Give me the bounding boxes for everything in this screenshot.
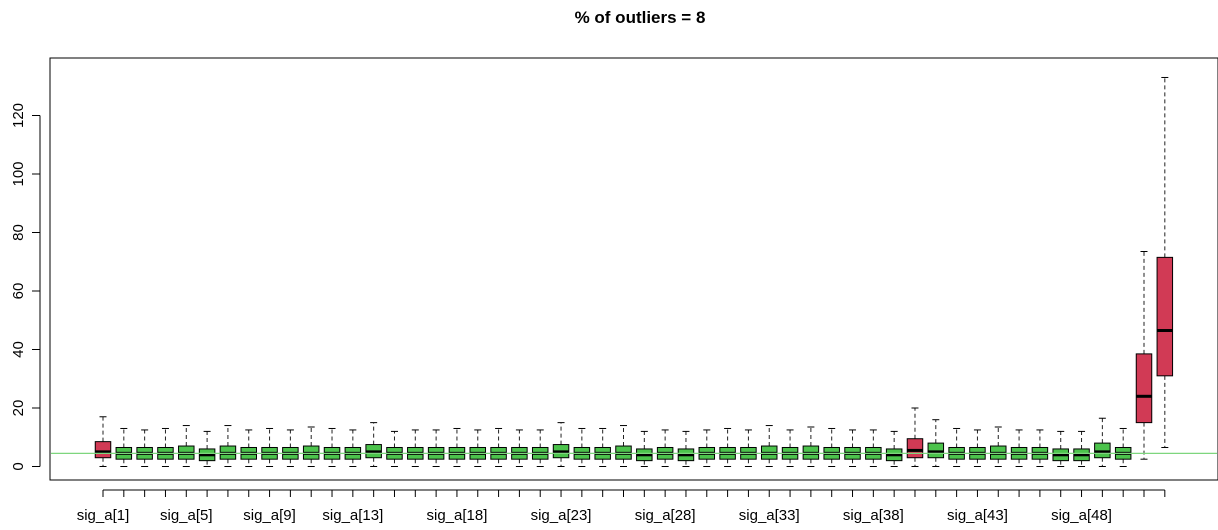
box-plot-25: [594, 427, 611, 467]
box-plot-14: [365, 422, 382, 467]
box-plot-48: [1073, 430, 1090, 467]
y-tick-label: 40: [10, 341, 27, 358]
box-plot-45: [1010, 429, 1028, 467]
box-plot-27: [636, 430, 653, 467]
y-tick-label: 0: [10, 462, 27, 470]
box-plot-26: [615, 425, 632, 467]
box-plot-49: [1094, 417, 1111, 467]
x-tick-label: sig_a[23]: [531, 507, 592, 524]
box-iqr: [1156, 256, 1174, 377]
box-plot-50: [1114, 427, 1132, 467]
box-plot-24: [573, 427, 591, 467]
box-plot-16: [407, 429, 424, 467]
box-plot-11: [302, 426, 320, 467]
y-tick-label: 100: [10, 161, 27, 186]
box-plot-46: [1031, 429, 1049, 467]
box-plot-29: [677, 430, 695, 467]
box-plot-3: [136, 429, 153, 467]
y-tick-label: 80: [10, 224, 27, 241]
x-tick-label: sig_a[33]: [739, 507, 800, 524]
box-plot-31: [719, 427, 736, 467]
box-plot-51: [1135, 251, 1153, 460]
box-plot-4: [157, 427, 174, 467]
box-plot-42: [948, 427, 965, 467]
y-tick-label: 120: [10, 103, 27, 128]
box-plot-43: [969, 429, 986, 467]
box-plot-9: [261, 427, 278, 467]
box-iqr: [94, 441, 112, 459]
box-plot-23: [552, 422, 570, 467]
x-tick-label: sig_a[18]: [426, 507, 487, 524]
box-plot-20: [490, 427, 507, 467]
box-plot-35: [802, 426, 820, 467]
box-plot-7: [219, 425, 237, 467]
box-plot-18: [448, 427, 466, 467]
box-plot-37: [844, 429, 861, 467]
box-plot-34: [781, 429, 799, 467]
x-tick-label: sig_a[38]: [843, 507, 904, 524]
box-plot-47: [1052, 430, 1069, 467]
box-plot-13: [344, 429, 362, 467]
x-tick-label: sig_a[43]: [947, 507, 1008, 524]
box-plot-1: [94, 416, 112, 467]
box-plot-2: [115, 427, 133, 467]
box-plot-39: [885, 430, 903, 467]
box-plot-52: [1156, 76, 1174, 448]
box-plot-36: [823, 427, 840, 467]
x-tick-label: sig_a[48]: [1051, 507, 1112, 524]
plot-area-frame: [49, 57, 1218, 481]
box-plot-15: [386, 430, 403, 467]
box-plot-28: [656, 429, 674, 467]
y-tick-label: 20: [10, 400, 27, 417]
box-plot-19: [469, 429, 487, 467]
box-plot-8: [240, 429, 257, 467]
x-tick-label: sig_a[28]: [635, 507, 696, 524]
box-plot-21: [511, 429, 528, 467]
box-plot-10: [282, 429, 299, 467]
chart-title: % of outliers = 8: [575, 8, 706, 27]
box-plot-32: [740, 429, 757, 467]
box-plot-6: [198, 430, 216, 467]
box-plot-38: [865, 429, 882, 467]
x-tick-label: sig_a[13]: [322, 507, 383, 524]
x-tick-label: sig_a[1]: [77, 507, 130, 524]
box-plot-22: [531, 429, 549, 467]
box-plot-41: [927, 419, 945, 467]
box-iqr: [1135, 353, 1153, 424]
box-plot-33: [760, 425, 778, 467]
box-plot-5: [178, 425, 195, 467]
box-plot-40: [906, 407, 924, 467]
x-tick-label: sig_a[9]: [243, 507, 296, 524]
box-plot-30: [698, 429, 716, 467]
x-tick-label: sig_a[5]: [160, 507, 213, 524]
box-iqr: [906, 438, 924, 459]
box-plot-44: [990, 426, 1007, 467]
box-plot-17: [427, 429, 445, 467]
box-plot-12: [323, 427, 341, 467]
y-tick-label: 60: [10, 283, 27, 300]
